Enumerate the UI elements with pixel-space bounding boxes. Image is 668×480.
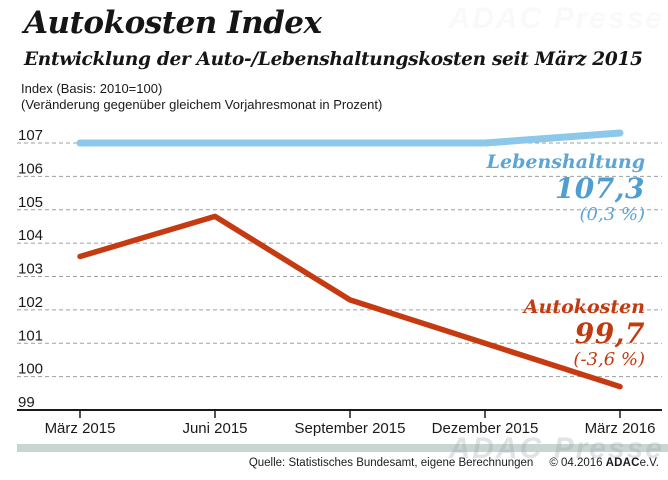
x-tick-label-3: Dezember 2015 — [432, 420, 539, 437]
y-tick-label-101: 101 — [18, 327, 43, 344]
adac-brand: ADAC — [605, 457, 640, 469]
y-tick-label-107: 107 — [18, 127, 43, 144]
divider-bar — [17, 444, 668, 452]
copyright-date: © 04.2016 — [549, 457, 603, 469]
x-tick-label-0: März 2015 — [45, 420, 116, 437]
series-line-lebenshaltung — [76, 129, 624, 147]
x-tick-label-2: September 2015 — [295, 420, 406, 437]
y-tick-label-106: 106 — [18, 160, 43, 177]
lebenshaltung-annotation: Lebenshaltung 107,3 (0,3 %) — [486, 151, 646, 225]
lebenshaltung-value: 107,3 — [554, 172, 645, 206]
autokosten-series-label: Autokosten — [523, 296, 645, 318]
page-title: Autokosten Index — [24, 5, 322, 41]
autokosten-value: 99,7 — [574, 317, 645, 351]
lebenshaltung-series-label: Lebenshaltung — [486, 151, 645, 173]
autokosten-annotation: Autokosten 99,7 (-3,6 %) — [523, 296, 645, 370]
y-tick-label-102: 102 — [18, 294, 43, 311]
change-note: (Veränderung gegenüber gleichem Vorjahre… — [21, 97, 383, 112]
lebenshaltung-change: (0,3 %) — [579, 203, 646, 225]
y-tick-label-105: 105 — [18, 194, 43, 211]
y-tick-label-100: 100 — [18, 361, 43, 378]
copyright-suffix: e.V. — [639, 457, 659, 469]
autokosten-change: (-3,6 %) — [573, 348, 645, 370]
series-line-autokosten — [77, 213, 623, 390]
y-tick-label-104: 104 — [18, 227, 43, 244]
y-tick-label-103: 103 — [18, 261, 43, 278]
footer: Quelle: Statistisches Bundesamt, eigene … — [249, 457, 662, 469]
x-tick-label-4: März 2016 — [585, 420, 656, 437]
y-tick-label-99: 99 — [18, 394, 35, 411]
page-subtitle: Entwicklung der Auto-/Lebenshaltungskost… — [24, 49, 643, 70]
copyright: © 04.2016 ADACe.V. — [549, 457, 662, 469]
index-basis-note: Index (Basis: 2010=100) — [21, 81, 163, 96]
source-credit: Quelle: Statistisches Bundesamt, eigene … — [248, 457, 534, 469]
x-tick-label-1: Juni 2015 — [182, 420, 247, 437]
